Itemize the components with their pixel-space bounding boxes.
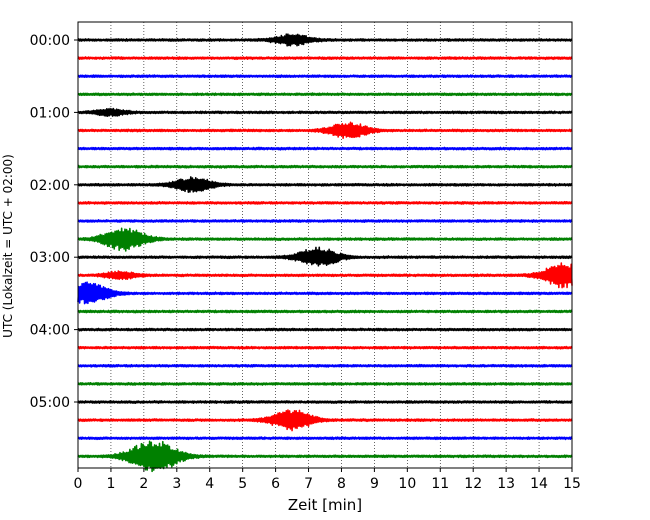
trace-7 bbox=[77, 164, 573, 169]
trace-6 bbox=[77, 146, 573, 151]
x-tick-label: 1 bbox=[106, 476, 115, 492]
trace-8 bbox=[77, 176, 573, 193]
x-tick-label: 6 bbox=[271, 476, 280, 492]
x-tick-label: 14 bbox=[530, 476, 548, 492]
x-tick-label: 9 bbox=[370, 476, 379, 492]
y-tick-label: 01:00 bbox=[30, 105, 70, 121]
trace-9 bbox=[77, 200, 573, 205]
y-tick-label: 03:00 bbox=[30, 250, 70, 266]
y-axis-title: UTC (Lokalzeit = UTC + 02:00) bbox=[1, 154, 15, 338]
trace-22 bbox=[77, 436, 573, 441]
plot-frame bbox=[77, 21, 573, 469]
trace-11 bbox=[77, 227, 573, 252]
trace-4 bbox=[77, 107, 573, 117]
trace-14 bbox=[77, 281, 573, 305]
x-tick-label: 12 bbox=[464, 476, 482, 492]
x-tick-label: 11 bbox=[431, 476, 449, 492]
trace-0 bbox=[77, 33, 573, 47]
y-tick-label: 05:00 bbox=[30, 395, 70, 411]
grid-lines bbox=[110, 22, 540, 468]
x-tick-label: 2 bbox=[139, 476, 148, 492]
x-tick-label: 13 bbox=[497, 476, 515, 492]
plot-background bbox=[78, 22, 572, 468]
trace-16 bbox=[77, 327, 573, 332]
x-tick-label: 5 bbox=[238, 476, 247, 492]
y-tick-label: 04:00 bbox=[30, 323, 70, 339]
x-axis-ticks: 0 1 2 3 4 5 6 7 8 9 10 11 12 13 14 15 bbox=[74, 468, 581, 492]
x-tick-label: 10 bbox=[398, 476, 416, 492]
trace-3 bbox=[77, 92, 573, 97]
trace-20 bbox=[77, 400, 573, 404]
y-axis-ticks: 00:00 01:00 02:00 03:00 04:00 05:00 bbox=[30, 33, 78, 411]
x-tick-label: 7 bbox=[304, 476, 313, 492]
trace-19 bbox=[77, 381, 573, 386]
trace-21 bbox=[77, 409, 573, 432]
x-tick-label: 15 bbox=[563, 476, 581, 492]
x-tick-label: 0 bbox=[74, 476, 83, 492]
x-tick-label: 8 bbox=[337, 476, 346, 492]
trace-15 bbox=[77, 309, 573, 314]
trace-10 bbox=[77, 219, 573, 223]
trace-12 bbox=[77, 246, 573, 267]
trace-18 bbox=[77, 363, 573, 368]
trace-5 bbox=[77, 121, 573, 140]
y-tick-label: 00:00 bbox=[30, 33, 70, 49]
trace-17 bbox=[77, 345, 573, 350]
seismic-traces bbox=[77, 33, 573, 473]
x-tick-label: 4 bbox=[205, 476, 214, 492]
y-tick-label: 02:00 bbox=[30, 178, 70, 194]
trace-13 bbox=[77, 262, 573, 289]
x-tick-label: 3 bbox=[172, 476, 181, 492]
x-axis-title: Zeit [min] bbox=[288, 496, 362, 514]
trace-2 bbox=[77, 74, 573, 79]
trace-1 bbox=[77, 56, 573, 61]
